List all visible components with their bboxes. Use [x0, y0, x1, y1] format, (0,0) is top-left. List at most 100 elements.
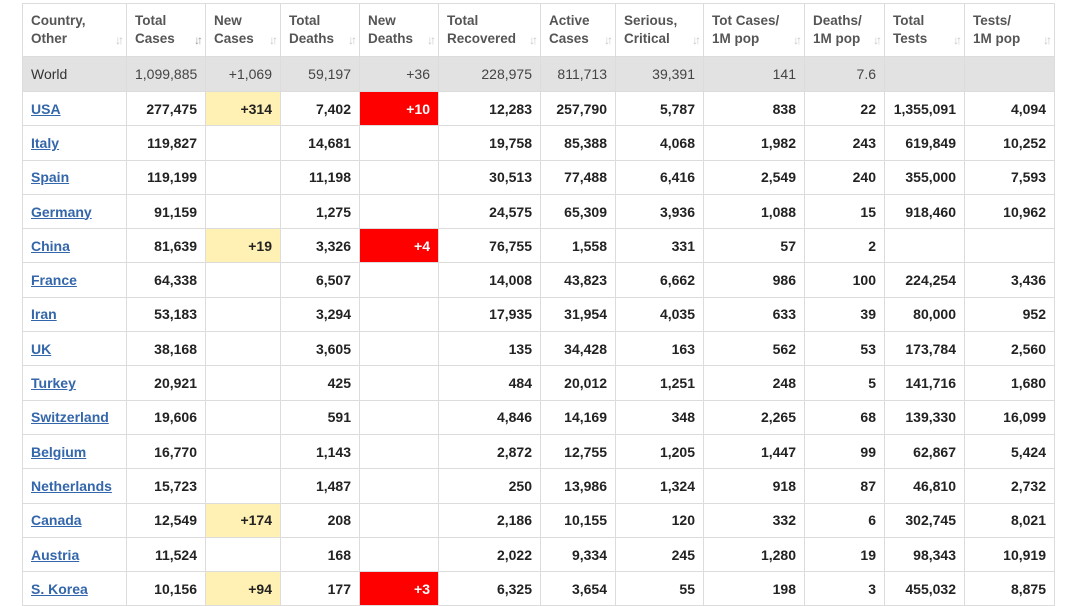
column-header-label-line1: Total — [447, 13, 479, 28]
column-header-tests-per-1m[interactable]: Tests/1M pop ↓↑ — [964, 3, 1055, 57]
cell-total-cases: 1,099,885 — [126, 56, 206, 92]
sort-arrows-icon[interactable]: ↓↑ — [1043, 33, 1052, 47]
sort-arrows-icon[interactable]: ↓↑ — [529, 33, 538, 47]
cell-total-deaths: 208 — [280, 502, 360, 538]
cell-new-cases: +1,069 — [205, 56, 281, 92]
cell-tests-per-1m: 3,436 — [964, 262, 1055, 298]
cell-cases-per-1m: 332 — [703, 502, 805, 538]
column-header-label-line2: 1M pop — [813, 31, 861, 46]
cell-cases-per-1m: 198 — [703, 571, 805, 606]
cell-total-deaths: 3,605 — [280, 331, 360, 367]
cell-active-cases: 12,755 — [540, 433, 616, 470]
sort-arrows-icon[interactable]: ↓↑ — [873, 33, 882, 47]
cell-new-deaths — [359, 399, 439, 435]
cell-tests-per-1m: 4,094 — [964, 90, 1055, 127]
country-link[interactable]: Iran — [31, 306, 57, 323]
cell-new-deaths — [359, 331, 439, 367]
cell-total-tests: 62,867 — [884, 433, 965, 470]
cell-cases-per-1m: 2,265 — [703, 399, 805, 435]
cell-active-cases: 9,334 — [540, 536, 616, 573]
cell-serious-critical: 3,936 — [615, 193, 704, 230]
column-header-active-cases[interactable]: Active Cases ↓↑ — [540, 3, 616, 57]
sort-arrows-icon[interactable]: ↓↑ — [692, 33, 701, 47]
cell-tests-per-1m: 7,593 — [964, 159, 1055, 195]
country-link[interactable]: Turkey — [31, 375, 76, 392]
column-header-label-line1: New — [214, 13, 242, 28]
cell-total-cases: 277,475 — [126, 90, 206, 127]
country-link[interactable]: Spain — [31, 169, 70, 186]
column-header-serious-critical[interactable]: Serious, Critical ↓↑ — [615, 3, 704, 57]
cell-tests-per-1m: 8,875 — [964, 571, 1055, 606]
cell-total-deaths: 6,507 — [280, 262, 360, 298]
cell-total-tests: 139,330 — [884, 399, 965, 435]
sort-arrows-icon[interactable]: ↓↑ — [793, 33, 802, 47]
cell-tests-per-1m: 952 — [964, 296, 1055, 333]
column-header-deaths-per-1m[interactable]: Deaths/1M pop ↓↑ — [804, 3, 885, 57]
column-header-label-line1: Total — [289, 13, 321, 28]
sort-arrows-icon[interactable]: ↓↑ — [194, 33, 203, 47]
cell-new-cases — [205, 399, 281, 435]
column-header-country[interactable]: Country, Other ↓↑ — [22, 3, 127, 57]
country-link[interactable]: Belgium — [31, 443, 87, 460]
column-header-total-deaths[interactable]: Total Deaths ↓↑ — [280, 3, 360, 57]
country-link[interactable]: Switzerland — [31, 409, 109, 426]
cell-serious-critical: 348 — [615, 399, 704, 435]
cell-serious-critical: 331 — [615, 228, 704, 264]
country-link[interactable]: Austria — [31, 546, 80, 563]
cell-active-cases: 65,309 — [540, 193, 616, 230]
country-row: S. Korea 10,156 +94 177 +3 6,325 3,654 55 198 3 45… — [22, 571, 1055, 606]
sort-arrows-icon[interactable]: ↓↑ — [269, 33, 278, 47]
cell-tests-per-1m: 8,021 — [964, 502, 1055, 538]
cell-total-cases: 119,199 — [126, 159, 206, 195]
country-link[interactable]: USA — [31, 100, 61, 117]
cell-active-cases: 14,169 — [540, 399, 616, 435]
cell-new-deaths — [359, 262, 439, 298]
cell-country: USA — [22, 90, 127, 127]
sort-arrows-icon[interactable]: ↓↑ — [953, 33, 962, 47]
column-header-new-deaths[interactable]: New Deaths ↓↑ — [359, 3, 439, 57]
cell-serious-critical: 4,068 — [615, 125, 704, 161]
column-header-label-line1: Total — [135, 13, 167, 28]
country-link[interactable]: China — [31, 237, 70, 254]
column-header-label-line2: Tests — [893, 31, 928, 46]
sort-arrows-icon[interactable]: ↓↑ — [348, 33, 357, 47]
column-header-new-cases[interactable]: New Cases ↓↑ — [205, 3, 281, 57]
cell-tests-per-1m: 1,680 — [964, 365, 1055, 401]
cell-tests-per-1m: 10,919 — [964, 536, 1055, 573]
country-row: Netherlands 15,723 1,487 250 13,986 1,324 918 8… — [22, 468, 1055, 504]
cell-deaths-per-1m: 15 — [804, 193, 885, 230]
cell-new-cases — [205, 433, 281, 470]
sort-arrows-icon[interactable]: ↓↑ — [604, 33, 613, 47]
cell-total-recovered: 250 — [438, 468, 541, 504]
country-link[interactable]: Italy — [31, 134, 60, 151]
country-link[interactable]: France — [31, 272, 77, 289]
cell-total-cases: 38,168 — [126, 331, 206, 367]
cell-tests-per-1m — [964, 228, 1055, 264]
cell-total-recovered: 2,022 — [438, 536, 541, 573]
sort-arrows-icon[interactable]: ↓↑ — [427, 33, 436, 47]
cell-deaths-per-1m: 99 — [804, 433, 885, 470]
column-header-label-line1: Tot Cases/ — [712, 13, 780, 28]
column-header-cases-per-1m[interactable]: Tot Cases/1M pop ↓↑ — [703, 3, 805, 57]
cell-total-cases: 12,549 — [126, 502, 206, 538]
column-header-label-line1: Deaths/ — [813, 13, 862, 28]
column-header-total-cases[interactable]: Total Cases ↓↑ — [126, 3, 206, 57]
cell-deaths-per-1m: 39 — [804, 296, 885, 333]
column-header-label-line2: Deaths — [368, 31, 414, 46]
cell-tests-per-1m: 2,560 — [964, 331, 1055, 367]
country-link[interactable]: Germany — [31, 203, 92, 220]
cell-total-deaths: 425 — [280, 365, 360, 401]
country-link[interactable]: Netherlands — [31, 477, 112, 494]
cell-total-cases: 10,156 — [126, 571, 206, 606]
cell-total-tests — [884, 56, 965, 92]
column-header-total-recovered[interactable]: Total Recovered ↓↑ — [438, 3, 541, 57]
country-row: Belgium 16,770 1,143 2,872 12,755 1,205 1,447 9… — [22, 433, 1055, 470]
cell-country: Canada — [22, 502, 127, 538]
column-header-label-line1: Total — [893, 13, 925, 28]
country-link[interactable]: S. Korea — [31, 580, 88, 597]
country-link[interactable]: UK — [31, 340, 52, 357]
column-header-total-tests[interactable]: Total Tests ↓↑ — [884, 3, 965, 57]
cell-deaths-per-1m: 22 — [804, 90, 885, 127]
country-link[interactable]: Canada — [31, 512, 82, 529]
sort-arrows-icon[interactable]: ↓↑ — [115, 33, 124, 47]
